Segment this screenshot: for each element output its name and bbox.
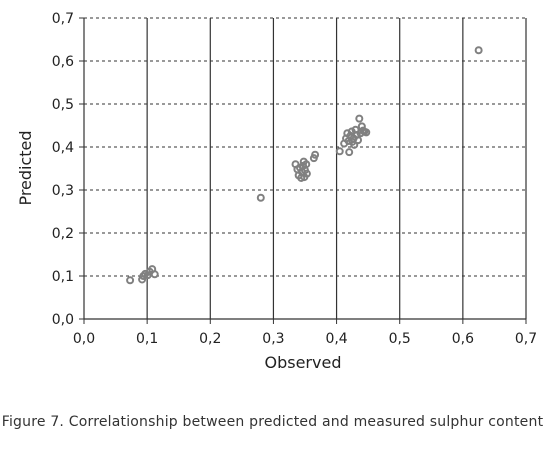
y-axis-label: Predicted xyxy=(16,130,35,205)
x-tick-label: 0,5 xyxy=(389,331,411,347)
data-point xyxy=(302,169,311,178)
y-tick-label: 0,0 xyxy=(52,312,74,328)
y-tick-label: 0,4 xyxy=(52,140,74,156)
data-point xyxy=(126,276,135,285)
axes xyxy=(79,17,527,324)
x-tick-label: 0,4 xyxy=(325,331,347,347)
figure-caption: Figure 7. Correlationship between predic… xyxy=(1,414,544,430)
data-point xyxy=(311,150,320,159)
y-tick-label: 0,1 xyxy=(52,269,74,285)
data-point xyxy=(335,147,344,156)
data-point xyxy=(150,270,159,279)
data-point xyxy=(355,114,364,123)
y-tick-label: 0,3 xyxy=(52,183,74,199)
x-tick-label: 0,1 xyxy=(136,331,158,347)
y-tick-label: 0,2 xyxy=(52,226,74,242)
data-point xyxy=(354,136,363,145)
x-tick-label: 0,0 xyxy=(73,331,95,347)
data-point xyxy=(345,148,354,157)
tick-labels: 0,0 0,1 0,2 0,3 0,4 0,5 0,6 0,7 0,0 0,1 0,2 0,3 0,4 0… xyxy=(52,11,537,347)
data-point xyxy=(362,128,371,137)
y-tick-label: 0,7 xyxy=(52,11,74,27)
data-points xyxy=(126,46,483,285)
y-tick-label: 0,6 xyxy=(52,54,74,70)
data-point xyxy=(302,160,311,169)
y-tick-label: 0,5 xyxy=(52,97,74,113)
x-tick-label: 0,2 xyxy=(199,331,221,347)
x-tick-label: 0,3 xyxy=(262,331,284,347)
data-point xyxy=(474,46,483,55)
x-tick-label: 0,6 xyxy=(452,331,474,347)
x-tick-label: 0,7 xyxy=(515,331,537,347)
x-axis-label: Observed xyxy=(265,353,342,372)
scatter-chart: 0,0 0,1 0,2 0,3 0,4 0,5 0,6 0,7 0,0 0,1 0,2 0,3 0,4 0… xyxy=(16,11,537,372)
data-point xyxy=(256,193,265,202)
data-point xyxy=(350,140,359,149)
